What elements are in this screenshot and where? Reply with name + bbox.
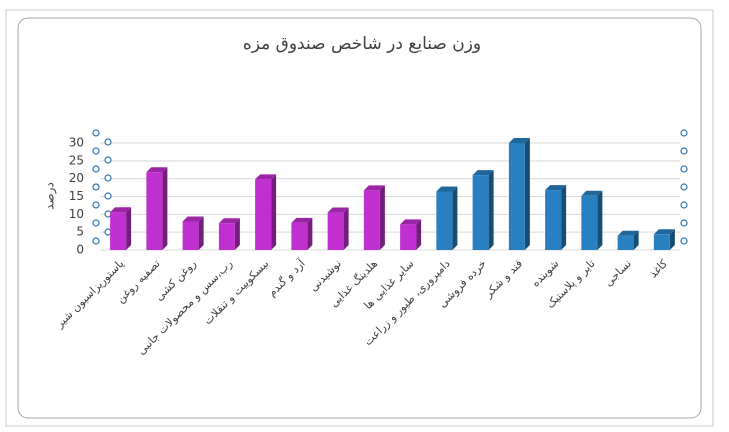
bar-side <box>416 219 422 250</box>
bar-top <box>218 218 240 224</box>
bar-top <box>182 216 204 222</box>
bar <box>146 172 163 250</box>
bar-side <box>198 216 204 250</box>
bar <box>255 179 272 250</box>
selection-handle <box>92 147 100 155</box>
y-tick-label: 5 <box>76 225 84 239</box>
bar-top <box>363 185 385 191</box>
bar <box>653 234 670 250</box>
y-tick-label: 25 <box>69 153 84 167</box>
selection-handle <box>680 165 688 173</box>
bar-top <box>508 138 530 143</box>
bar-side <box>162 167 168 250</box>
bar-top <box>110 207 132 213</box>
y-tick-label: 15 <box>69 189 84 203</box>
bar-side <box>234 218 240 250</box>
bar <box>182 221 199 250</box>
bar-side <box>633 230 639 250</box>
bar-top <box>545 185 567 191</box>
bar <box>400 224 417 250</box>
bar <box>545 190 562 250</box>
bar-top <box>617 230 639 236</box>
selection-handle <box>104 138 112 146</box>
bar-top <box>291 217 313 223</box>
selection-handle <box>680 237 688 245</box>
bar-side <box>561 185 567 250</box>
selection-handle <box>680 129 688 137</box>
selection-handle <box>680 183 688 191</box>
selection-handle <box>92 201 100 209</box>
bar-top <box>400 219 422 225</box>
bar <box>363 190 380 250</box>
bar <box>617 235 634 250</box>
y-tick-label: 0 <box>76 243 84 257</box>
chart-area <box>17 17 702 419</box>
selection-handle <box>92 183 100 191</box>
bar <box>291 222 308 250</box>
y-tick-label: 30 <box>69 136 84 150</box>
bar <box>581 195 598 250</box>
bar-top <box>581 190 603 196</box>
bar-top <box>146 167 168 173</box>
bar <box>110 212 127 250</box>
bar-side <box>126 207 132 250</box>
bar <box>327 212 344 250</box>
selection-handle <box>104 210 112 218</box>
bar-side <box>669 229 675 250</box>
bar-top <box>255 174 277 180</box>
selection-handle <box>104 174 112 182</box>
bar-side <box>379 185 385 250</box>
bar <box>218 223 235 250</box>
bar-side <box>307 217 313 250</box>
bar-top <box>653 229 675 235</box>
selection-handle <box>680 219 688 227</box>
y-tick-label: 10 <box>69 207 84 221</box>
bar-side <box>271 174 277 250</box>
selection-handle <box>104 156 112 164</box>
selection-handle <box>92 219 100 227</box>
bar-top <box>472 170 494 176</box>
chart-title: وزن صنایع در شاخص صندوق مزه <box>243 34 481 54</box>
bar <box>472 175 489 250</box>
selection-handle <box>680 147 688 155</box>
selection-handle <box>680 201 688 209</box>
y-axis-label: درصد <box>43 182 58 210</box>
bar-side <box>343 207 349 250</box>
selection-handle <box>104 192 112 200</box>
selection-handle <box>92 129 100 137</box>
y-tick-label: 20 <box>69 171 84 185</box>
selection-handle <box>92 237 100 245</box>
selection-handle <box>92 165 100 173</box>
selection-handle <box>104 228 112 236</box>
bar-top <box>436 186 458 192</box>
bar <box>508 143 525 250</box>
bar-side <box>488 170 494 250</box>
bar-top <box>327 207 349 213</box>
bar-side <box>452 186 458 250</box>
bar-side <box>597 190 603 250</box>
bar <box>436 191 453 250</box>
bar-side <box>524 138 530 250</box>
